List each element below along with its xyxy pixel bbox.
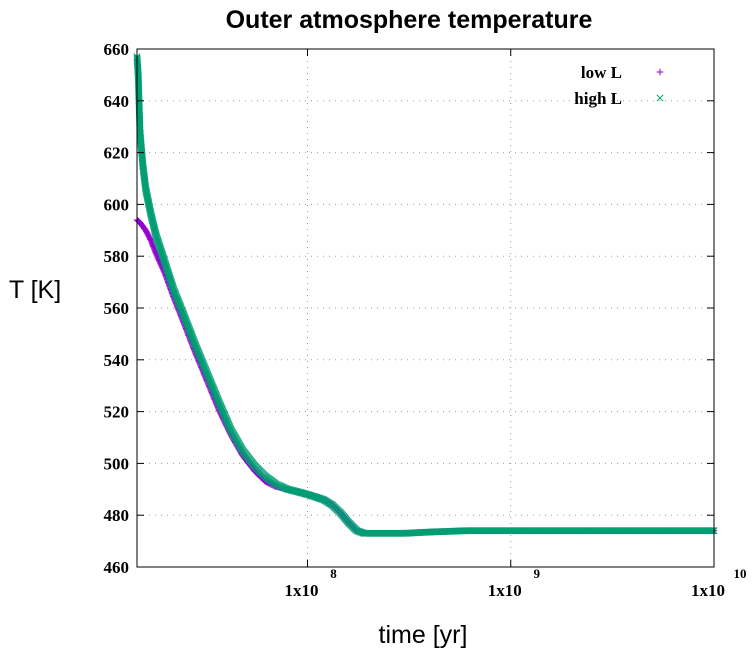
plot-area <box>133 53 718 537</box>
y-tick-label: 600 <box>104 195 130 214</box>
y-tick-label: 520 <box>104 403 130 422</box>
legend-marker <box>656 68 664 76</box>
legend-label: high L <box>574 89 622 108</box>
x-tick-exponent: 10 <box>734 566 747 581</box>
chart-title: Outer atmosphere temperature <box>226 6 593 34</box>
y-axis-label: T [K] <box>9 276 61 304</box>
y-tick-label: 560 <box>104 299 130 318</box>
y-tick-label: 620 <box>104 144 130 163</box>
legend: low L high L <box>574 63 664 108</box>
series-high-l <box>133 53 718 537</box>
data-point <box>709 527 717 535</box>
y-tick-label: 580 <box>104 247 130 266</box>
y-tick-label: 480 <box>104 506 130 525</box>
y-tick-label: 460 <box>104 558 130 577</box>
y-tick-label: 540 <box>104 351 130 370</box>
legend-marker <box>656 94 664 102</box>
y-tick-label: 660 <box>104 40 130 59</box>
x-axis-label: time [yr] <box>379 621 468 649</box>
x-tick-label: 1x10 <box>488 581 522 600</box>
x-tick-exponent: 8 <box>330 566 337 581</box>
legend-label: low L <box>581 63 622 82</box>
y-tick-label: 500 <box>104 454 130 473</box>
data-point <box>191 339 199 347</box>
grid-lines <box>137 49 714 567</box>
series-low-l <box>133 216 718 537</box>
y-tick-label: 640 <box>104 92 130 111</box>
axis-ticks: 460 480 500 520 540 560 580 600 620 640 660 1x10 8 1x… <box>104 40 747 600</box>
x-tick-label: 1x10 <box>284 581 318 600</box>
x-tick-exponent: 9 <box>533 566 540 581</box>
x-tick-label: 1x10 <box>691 581 725 600</box>
